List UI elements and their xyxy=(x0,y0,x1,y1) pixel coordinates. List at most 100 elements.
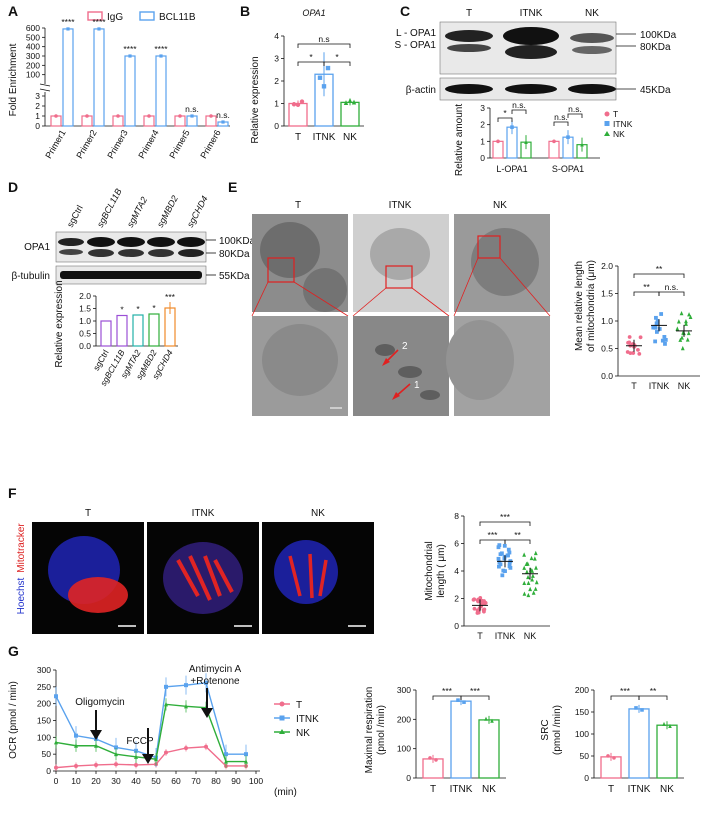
legend-g-nk-label: NK xyxy=(296,728,310,739)
annot-fccp: FCCP xyxy=(126,736,154,747)
E-chart-ytick-label-1: 0.5 xyxy=(601,344,613,354)
E-chart-pt-1-5 xyxy=(660,338,665,343)
G3-chart-ytick-label-1: 50 xyxy=(580,751,590,761)
panel-a-ytick-bot-label-2: 2 xyxy=(35,101,40,111)
em-nk-zoom-line-r xyxy=(499,257,551,317)
tick-a-3: Primer4 xyxy=(136,128,160,160)
pt-a-igg-0 xyxy=(54,114,58,118)
E-chart-sig-itnk-nk-bracket xyxy=(658,291,685,296)
pt-b-2-0 xyxy=(343,100,349,105)
f-stain-hoechst: Hoechst xyxy=(16,577,27,614)
panel-g1-xtick-label-9: 90 xyxy=(231,776,241,786)
blot-d-lane-2: sgMTA2 xyxy=(125,195,149,229)
tick-a-5: Primer6 xyxy=(198,128,222,160)
E-chart-pt-0-10 xyxy=(625,350,630,354)
bar-c-1-0 xyxy=(548,140,560,159)
panel-g1-xtick-label-3: 30 xyxy=(111,776,121,786)
pt-g1-NK-3 xyxy=(114,751,118,757)
annot-antimycin: Antimycin A xyxy=(189,664,242,675)
panel-g1-xtick-label-6: 60 xyxy=(171,776,181,786)
blot-c-label-l-opa1: L - OPA1 xyxy=(396,28,436,39)
pt-a-igg-1 xyxy=(85,114,89,118)
panel-g1-xtick-label-8: 80 xyxy=(211,776,221,786)
blot-c-band-t-actin xyxy=(445,84,493,94)
G3-chart-sig-itnk-nk-label: ** xyxy=(650,686,657,696)
e-col-nk: NK xyxy=(493,200,507,211)
panel-g1-xlabel: (min) xyxy=(274,787,297,798)
sig-c-s-itnk-nk-label: n.s. xyxy=(568,104,582,114)
legend-g-nk-marker xyxy=(279,729,285,734)
panel-g1-xtick-label-0: 0 xyxy=(54,776,59,786)
G3-chart-pt-1-a xyxy=(634,706,638,710)
em-t-zoom-line-r xyxy=(293,281,349,317)
F-chart-sig-t-nk-label: *** xyxy=(500,512,511,522)
pt-g1-ITNK-3 xyxy=(114,745,118,750)
panel-label-f: F xyxy=(8,485,17,501)
annot-oligomycin: Oligomycin xyxy=(75,697,124,708)
panel-d-ytick-label-4: 2.0 xyxy=(79,291,91,301)
F-chart-ytick-label-4: 8 xyxy=(454,511,459,521)
pt-g1-NK-4 xyxy=(134,754,138,759)
pt-c-0-1 xyxy=(510,125,514,129)
E-chart-pt-0-5 xyxy=(636,347,640,352)
F-chart-sig-t-nk-bracket xyxy=(479,521,531,526)
G2-chart-pt-1-a xyxy=(456,698,460,702)
blot-c-band-nk-s xyxy=(572,46,612,54)
G2-chart-sig-itnk-nk-label: *** xyxy=(470,686,481,696)
F-chart-pt-0-19 xyxy=(476,597,481,602)
panel-b-ytick-label-2: 2 xyxy=(274,76,279,86)
blot-c-band-t-s xyxy=(447,44,491,52)
pt-c-1-0 xyxy=(552,139,556,144)
pt-g1-T-6 xyxy=(164,750,168,755)
F-chart-pt-2-21 xyxy=(533,586,538,591)
panel-g1-xtick-label-10: 100 xyxy=(249,776,263,786)
em-itnk-mito-2 xyxy=(398,366,422,378)
F-chart-ytick-label-3: 6 xyxy=(454,539,459,549)
panel-g1-ytick-label-3: 150 xyxy=(37,716,51,726)
G3-chart-tick-1: ITNK xyxy=(628,784,651,795)
F-chart-pt-1-18 xyxy=(497,560,502,565)
sig-b-t-itnk-label: * xyxy=(309,52,313,62)
legend-c-itnk-marker xyxy=(604,121,610,126)
bar-a-bcl11b-0 xyxy=(62,28,74,127)
blot-d-band-2b xyxy=(88,249,114,257)
pt-g1-T-3 xyxy=(114,762,118,767)
legend-g-t-label: T xyxy=(296,700,302,711)
F-chart-pt-2-20 xyxy=(522,580,527,586)
panel-g2-ylabel-1: Maximal respiration xyxy=(364,687,375,774)
E-chart-pt-1-2 xyxy=(663,338,668,342)
blot-d-band-1b xyxy=(59,249,83,255)
blot-d-band-tubulin xyxy=(60,271,202,279)
pt-g1-T-2 xyxy=(94,762,98,767)
panel-a-ytick-top-label-2: 300 xyxy=(26,51,40,61)
F-chart-sig-itnk-nk-bracket xyxy=(504,539,531,544)
blot-d-kda-100: 100KDa xyxy=(219,236,256,247)
sig-a-5: n.s. xyxy=(216,110,230,120)
bar-c-0-0 xyxy=(492,140,504,159)
panel-d-ytick-label-3: 1.5 xyxy=(79,304,91,314)
E-chart-ytick-label-3: 1.5 xyxy=(601,289,613,299)
E-chart-pt-1-13 xyxy=(651,325,656,330)
panel-g3-ylabel-2: (pmol /min) xyxy=(552,705,563,755)
em-t-zoom-line-l xyxy=(251,281,269,317)
E-chart-pt-1-0 xyxy=(657,327,662,331)
conf-itnk-mito xyxy=(176,555,234,601)
panel-b-chart: OPA1 Relative expression 0 1 2 3 4 T ITNK NK * * n… xyxy=(250,8,364,144)
sig-b-t-nk-bracket xyxy=(297,43,351,48)
pt-g1-ITNK-9 xyxy=(224,752,228,757)
pt-a-bcl11b-3 xyxy=(159,54,163,58)
pt-a-igg-3 xyxy=(147,114,151,118)
blot-d-lane-1: sgBCL11B xyxy=(95,187,124,229)
E-chart-pt-2-1 xyxy=(684,321,688,326)
E-chart-pt-0-3 xyxy=(637,351,642,356)
F-chart-pt-2-11 xyxy=(533,550,538,556)
bar-d-0 xyxy=(100,320,112,347)
panel-c-blot: T ITNK NK L - OPA1 S - OPA1 100KDa 80KDa… xyxy=(395,8,677,101)
F-chart-tick-1: ITNK xyxy=(495,631,516,641)
panel-f-ylabel-2: length ( μm) xyxy=(436,544,447,598)
panel-d-chart: Relative expression 0.00.51.01.52.0sgCtr… xyxy=(54,280,178,388)
tick-b-1: ITNK xyxy=(313,132,336,143)
blot-d-band-5a xyxy=(177,237,205,247)
G2-chart-tick-1: ITNK xyxy=(450,784,473,795)
em-itnk-zoom-line-r xyxy=(411,287,450,317)
